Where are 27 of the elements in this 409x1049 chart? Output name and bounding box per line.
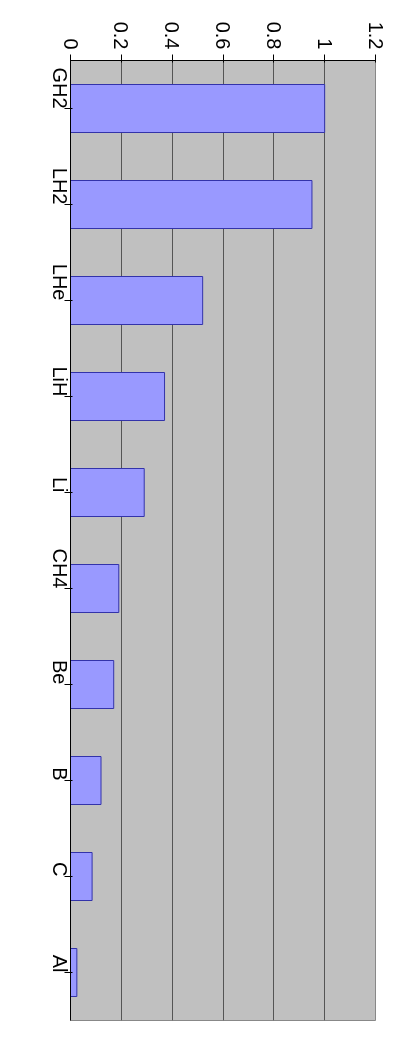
y-tick-label: GH2 <box>48 67 71 109</box>
y-tick-label: LHe <box>48 263 71 301</box>
bar <box>70 660 115 709</box>
bar <box>70 180 313 229</box>
x-tick-label: 0.4 <box>161 21 184 50</box>
bar <box>70 948 78 997</box>
bar <box>70 84 326 133</box>
y-tick-label: LH2 <box>48 167 71 205</box>
y-tick-label: C <box>48 862 71 877</box>
bar <box>70 564 120 613</box>
bar <box>70 852 93 901</box>
x-tick-label: 0.2 <box>110 21 133 50</box>
x-tick-label: 1 <box>313 38 336 50</box>
y-tick-label: LiH <box>48 366 71 397</box>
bar <box>70 276 204 325</box>
bar <box>70 468 145 517</box>
y-tick-label: B <box>48 767 71 781</box>
y-tick-label: Li <box>48 476 71 493</box>
y-tick-label: Al <box>48 954 71 973</box>
y-tick-label: CH4 <box>48 548 71 589</box>
x-tick-label: 0 <box>59 38 82 50</box>
x-tick-label: 1.2 <box>364 21 387 50</box>
x-tick-label: 0.8 <box>262 21 285 50</box>
x-tick-label: 0.6 <box>212 21 234 50</box>
bar <box>70 756 102 805</box>
y-tick-label: Be <box>48 660 71 685</box>
bar <box>70 372 166 421</box>
